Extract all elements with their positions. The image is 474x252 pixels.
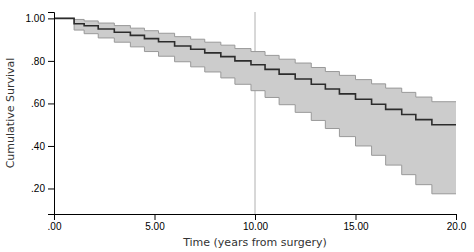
y-tick-mark <box>48 61 54 62</box>
step-line <box>54 18 456 124</box>
x-tick-mark <box>356 214 357 220</box>
y-tick-label: .40 <box>31 141 45 152</box>
y-axis-domain <box>48 13 55 215</box>
y-tick-mark <box>48 188 54 189</box>
chart: .00 5.00 10.00 15.00 20.0 .20 .40 .60 .80 1.00 Tim… <box>0 0 474 252</box>
x-tick-label: 10.00 <box>243 221 268 232</box>
x-tick-label: 15.00 <box>343 221 368 232</box>
x-tick: 20.0 <box>447 214 467 232</box>
y-tick-label: .60 <box>31 98 45 109</box>
x-tick-label: 20.0 <box>447 221 467 232</box>
y-tick-label: 1.00 <box>26 13 46 24</box>
y-tick: .80 <box>31 56 54 67</box>
x-tick-mark <box>255 214 256 220</box>
ci-band <box>54 18 456 193</box>
y-tick-mark <box>48 103 54 104</box>
x-tick: 15.00 <box>343 214 368 232</box>
y-tick-label: .80 <box>31 56 45 67</box>
x-tick-mark <box>456 214 457 220</box>
step-line <box>54 18 456 193</box>
x-tick: .00 <box>48 214 62 232</box>
y-tick-mark <box>48 18 54 19</box>
x-tick-label: .00 <box>48 221 62 232</box>
y-tick: 1.00 <box>26 13 54 24</box>
reference-line <box>255 12 256 214</box>
y-tick: .40 <box>31 141 54 152</box>
y-axis-title: Cumulative Survival <box>4 58 17 169</box>
y-tick: .60 <box>31 98 54 109</box>
y-tick-mark <box>48 146 54 147</box>
x-axis-domain <box>55 215 457 221</box>
plot-area <box>54 12 456 214</box>
y-axis: .20 .40 .60 .80 1.00 <box>26 13 55 215</box>
y-tick-label: .20 <box>31 183 45 194</box>
x-tick: 10.00 <box>243 214 268 232</box>
x-axis-title: Time (years from surgery) <box>182 236 327 249</box>
x-tick-mark <box>155 214 156 220</box>
y-tick: .20 <box>31 183 54 194</box>
x-tick-label: 5.00 <box>145 221 165 232</box>
x-axis: .00 5.00 10.00 15.00 20.0 <box>48 214 467 232</box>
x-tick: 5.00 <box>145 214 165 232</box>
